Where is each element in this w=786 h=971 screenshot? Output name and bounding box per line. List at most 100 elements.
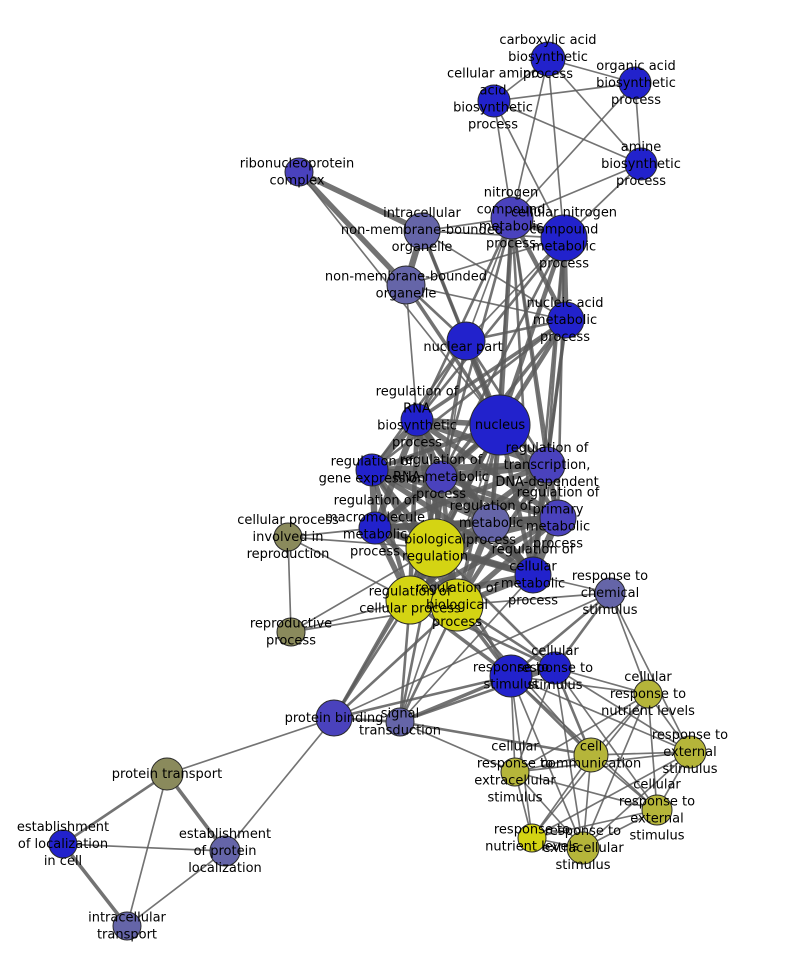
network-edge[interactable]	[399, 720, 592, 757]
network-node[interactable]	[528, 446, 566, 484]
network-node[interactable]	[276, 617, 306, 647]
network-edge[interactable]	[510, 675, 584, 849]
network-node[interactable]	[355, 453, 389, 487]
network-edge[interactable]	[531, 751, 691, 839]
network-edge[interactable]	[514, 771, 584, 849]
network-edge[interactable]	[371, 467, 559, 521]
network-edge[interactable]	[547, 58, 642, 165]
network-node[interactable]	[403, 212, 441, 250]
network-node[interactable]	[209, 835, 241, 867]
network-edge[interactable]	[554, 667, 691, 753]
network-node[interactable]	[618, 66, 652, 100]
network-node[interactable]	[517, 823, 547, 853]
network-edge[interactable]	[582, 751, 691, 849]
network-node[interactable]	[633, 679, 663, 709]
network-node[interactable]	[358, 511, 392, 545]
network-edge[interactable]	[582, 693, 649, 849]
network-node[interactable]	[573, 737, 609, 773]
network-node[interactable]	[405, 518, 465, 578]
network-node[interactable]	[624, 147, 658, 181]
network-node[interactable]	[547, 301, 585, 339]
network-edge[interactable]	[493, 82, 636, 102]
network-edge[interactable]	[514, 667, 556, 773]
network-edge[interactable]	[126, 773, 168, 927]
network-edge[interactable]	[510, 592, 611, 677]
network-node[interactable]	[477, 84, 511, 118]
network-edge[interactable]	[333, 604, 458, 719]
network-edge[interactable]	[493, 100, 565, 239]
network-edge[interactable]	[511, 163, 642, 219]
network-edge[interactable]	[647, 693, 658, 811]
network-node[interactable]	[273, 522, 303, 552]
network-edge[interactable]	[497, 237, 567, 426]
network-edge[interactable]	[405, 284, 418, 421]
network-edge[interactable]	[531, 809, 658, 839]
network-edge[interactable]	[399, 424, 501, 723]
network-node[interactable]	[150, 757, 184, 791]
network-node[interactable]	[315, 699, 353, 737]
node-label: regulation of transcription, DNA-dependent	[495, 441, 598, 490]
network-edge[interactable]	[399, 574, 534, 723]
network-edge[interactable]	[297, 169, 424, 234]
network-node[interactable]	[514, 556, 552, 594]
network-edge[interactable]	[465, 217, 513, 342]
network-node[interactable]	[489, 654, 533, 698]
network-edge[interactable]	[62, 843, 226, 852]
network-edge[interactable]	[399, 721, 516, 773]
network-edge[interactable]	[514, 771, 658, 811]
network-edge[interactable]	[407, 419, 420, 601]
network-node[interactable]	[540, 214, 588, 262]
network-edge[interactable]	[514, 693, 649, 773]
network-edge[interactable]	[166, 717, 335, 775]
network-edge[interactable]	[554, 667, 584, 849]
network-node[interactable]	[594, 577, 626, 609]
network-edge[interactable]	[609, 592, 691, 753]
network-edge[interactable]	[333, 592, 611, 719]
network-node[interactable]	[539, 499, 577, 537]
network-edge[interactable]	[609, 592, 649, 695]
network-edge[interactable]	[405, 237, 565, 286]
network-edge[interactable]	[224, 717, 335, 852]
network-node[interactable]	[386, 265, 426, 305]
network-node[interactable]	[471, 503, 511, 543]
network-edge[interactable]	[547, 58, 565, 239]
network-edge[interactable]	[510, 675, 691, 753]
network-node[interactable]	[500, 757, 530, 787]
node-label: nuclear part	[423, 340, 502, 355]
network-node[interactable]	[48, 829, 78, 859]
network-edge[interactable]	[287, 536, 292, 633]
network-edge[interactable]	[62, 772, 168, 846]
network-edge[interactable]	[416, 318, 567, 422]
network-edge[interactable]	[493, 100, 642, 165]
network-node[interactable]	[469, 394, 531, 456]
network-edge[interactable]	[126, 850, 226, 927]
network-edge[interactable]	[511, 82, 636, 219]
network-node[interactable]	[566, 831, 600, 865]
network-edge[interactable]	[510, 675, 649, 695]
network-edge[interactable]	[332, 424, 502, 719]
network-edge[interactable]	[371, 461, 548, 474]
network-edge[interactable]	[415, 237, 566, 421]
network-edge[interactable]	[510, 217, 535, 576]
network-node[interactable]	[490, 196, 534, 240]
network-node[interactable]	[112, 911, 142, 941]
network-node[interactable]	[284, 157, 314, 187]
network-node[interactable]	[538, 651, 572, 685]
network-edge[interactable]	[61, 842, 129, 928]
network-node[interactable]	[385, 707, 415, 737]
network-edge[interactable]	[297, 170, 408, 287]
network-node[interactable]	[446, 321, 486, 361]
network-edge[interactable]	[370, 467, 493, 526]
network-node[interactable]	[530, 41, 566, 77]
network-node[interactable]	[641, 794, 673, 826]
network-edge[interactable]	[511, 58, 549, 219]
network-node[interactable]	[673, 735, 707, 769]
network-edge[interactable]	[421, 230, 565, 239]
network-edge[interactable]	[398, 547, 437, 723]
node-label: regulation of cellular metabolic process	[492, 542, 575, 608]
network-node[interactable]	[400, 403, 434, 437]
network-node[interactable]	[430, 578, 484, 632]
network-edge[interactable]	[465, 237, 565, 342]
network-node[interactable]	[424, 460, 458, 494]
